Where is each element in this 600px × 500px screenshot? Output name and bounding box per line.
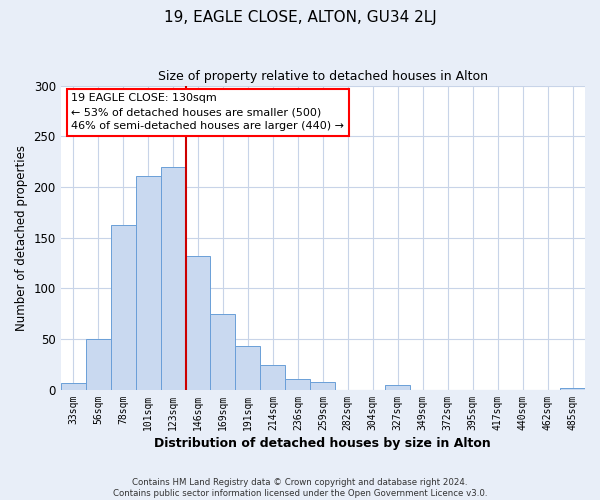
Bar (110, 224, 136, 390)
Text: 19, EAGLE CLOSE, ALTON, GU34 2LJ: 19, EAGLE CLOSE, ALTON, GU34 2LJ (164, 10, 436, 25)
Bar (310, 382, 335, 390)
Bar (560, 388, 585, 390)
Bar (86, 339, 110, 390)
Text: Contains HM Land Registry data © Crown copyright and database right 2024.
Contai: Contains HM Land Registry data © Crown c… (113, 478, 487, 498)
Bar (136, 176, 161, 390)
Y-axis label: Number of detached properties: Number of detached properties (15, 145, 28, 331)
Bar (161, 166, 185, 390)
Bar (61, 383, 86, 390)
Text: 19 EAGLE CLOSE: 130sqm
← 53% of detached houses are smaller (500)
46% of semi-de: 19 EAGLE CLOSE: 130sqm ← 53% of detached… (71, 93, 344, 131)
Bar (286, 379, 310, 390)
X-axis label: Distribution of detached houses by size in Alton: Distribution of detached houses by size … (154, 437, 491, 450)
Title: Size of property relative to detached houses in Alton: Size of property relative to detached ho… (158, 70, 488, 83)
Bar (211, 314, 235, 390)
Bar (260, 364, 286, 390)
Bar (235, 346, 260, 390)
Bar (385, 385, 410, 390)
Bar (185, 256, 211, 390)
